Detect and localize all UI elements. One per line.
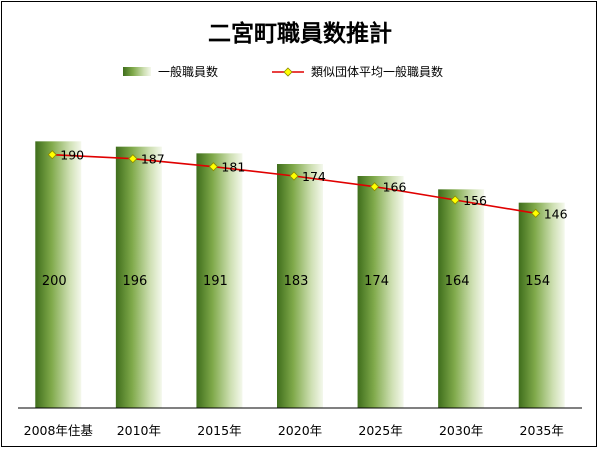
line-point — [47, 150, 57, 160]
x-tick-label: 2020年 — [278, 423, 322, 438]
bar-labels: 200 196 191 183 174 164 154 — [42, 274, 550, 289]
line-value-label: 174 — [302, 169, 326, 184]
line-series: 190 187 181 174 166 156 146 — [47, 148, 568, 221]
line-point — [450, 195, 460, 205]
bar-value-label: 164 — [445, 274, 470, 289]
bars — [35, 141, 565, 409]
legend-line-label: 類似団体平均一般職員数 — [311, 64, 443, 79]
line-point — [289, 171, 299, 181]
line-value-label: 181 — [221, 160, 245, 175]
line-point — [370, 182, 380, 192]
bar — [196, 153, 243, 408]
line-value-label: 146 — [544, 206, 568, 221]
bar — [35, 141, 82, 409]
x-tick-label: 2030年 — [439, 423, 483, 438]
legend-line-marker — [283, 67, 293, 77]
line-value-label: 166 — [383, 180, 407, 195]
bar — [277, 164, 323, 408]
bar — [518, 202, 565, 408]
line-point — [128, 154, 138, 164]
chart-title: 二宮町職員数推計 — [208, 20, 392, 47]
x-tick-label: 2008年住基 — [24, 423, 94, 438]
bar-value-label: 174 — [364, 274, 389, 289]
legend-bar-swatch — [123, 67, 151, 76]
legend: 一般職員数 類似団体平均一般職員数 — [123, 64, 443, 79]
bar — [438, 189, 485, 408]
bar-value-label: 191 — [203, 274, 228, 289]
bar-value-label: 196 — [122, 274, 147, 289]
bar-value-label: 200 — [42, 274, 67, 289]
x-tick-label: 2025年 — [358, 423, 402, 438]
bar — [357, 176, 404, 408]
x-tick-label: 2035年 — [520, 423, 564, 438]
line-point — [531, 208, 541, 218]
plot-area: 200 196 191 183 174 164 154 190 187 181 174 166 156… — [18, 141, 582, 438]
x-tick-label: 2015年 — [197, 423, 241, 438]
line-value-label: 190 — [60, 148, 84, 163]
x-tick-label: 2010年 — [117, 423, 161, 438]
bar-value-label: 183 — [284, 274, 309, 289]
line-value-label: 156 — [463, 193, 487, 208]
bar-value-label: 154 — [525, 274, 550, 289]
line-value-label: 187 — [141, 152, 165, 167]
line-point — [208, 162, 218, 172]
x-ticks: 2008年住基 2010年 2015年 2020年 2025年 2030年 2035年 — [24, 423, 564, 438]
legend-bar-label: 一般職員数 — [158, 64, 218, 79]
bar — [115, 146, 162, 408]
